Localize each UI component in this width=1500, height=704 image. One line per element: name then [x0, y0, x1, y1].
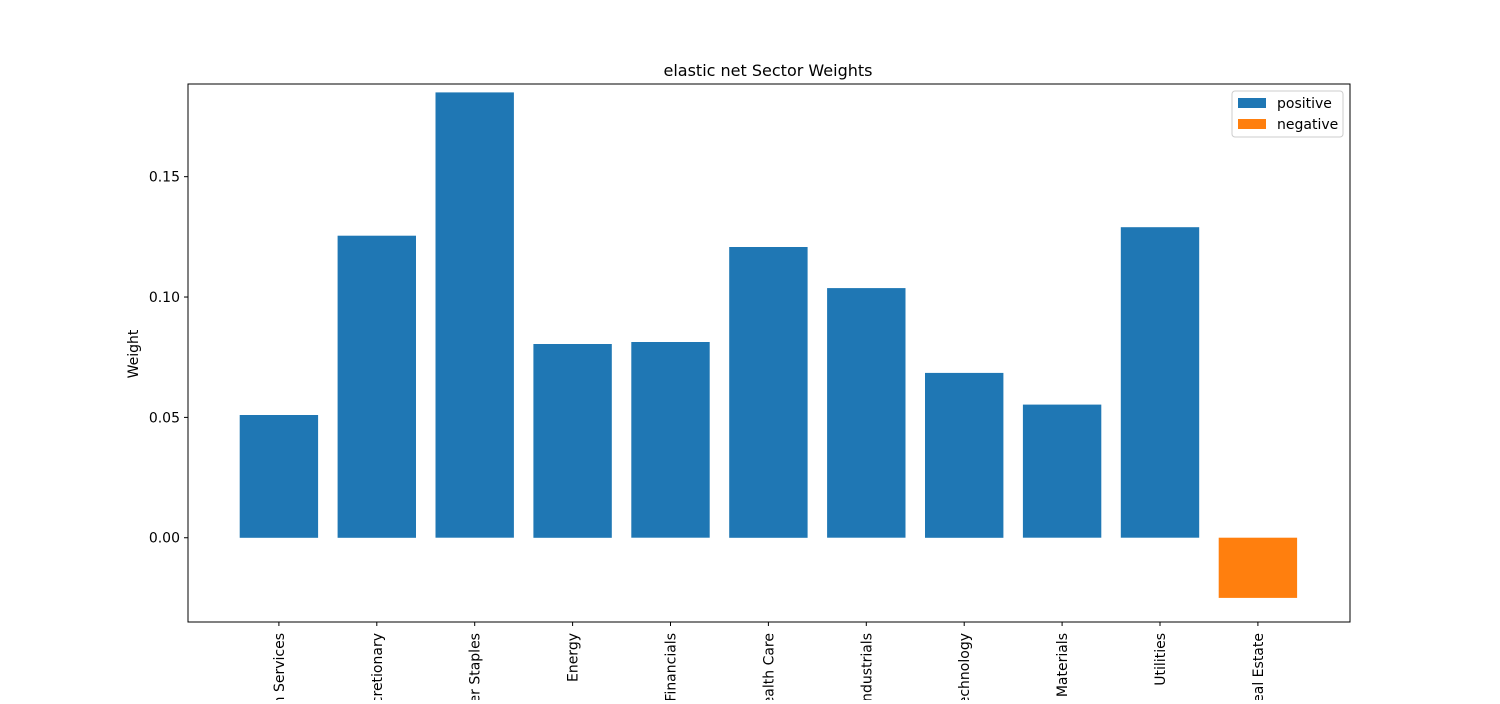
x-tick-label: n Services [272, 633, 288, 700]
x-tick-label: echnology [957, 633, 973, 700]
legend: positive negative [1231, 90, 1344, 138]
bar-communication-services [239, 415, 319, 538]
x-tick-label: Materials [1055, 633, 1071, 697]
bars-layer [239, 92, 1298, 598]
bar-consumer-discretionary [337, 235, 416, 538]
y-axis-label: Weight [126, 329, 142, 378]
bar-utilities [1120, 227, 1200, 538]
legend-label: negative [1277, 117, 1338, 133]
bar-consumer-staples [435, 92, 514, 538]
legend-swatch [1238, 98, 1266, 108]
y-tick-label: 0.10 [149, 290, 180, 306]
plot-frame [187, 83, 1351, 623]
x-tick-label: eal Estate [1251, 633, 1267, 700]
x-tick-label: cretionary [370, 633, 386, 700]
legend-label: positive [1277, 96, 1332, 112]
bar-industrials [827, 288, 906, 538]
x-tick-label: Financials [664, 633, 680, 700]
x-tick-label: Utilities [1153, 633, 1169, 686]
x-tick-label: Energy [566, 633, 582, 682]
y-tick-label: 0.00 [149, 531, 180, 547]
y-tick-label: 0.05 [149, 410, 180, 426]
legend-swatch [1238, 119, 1266, 129]
bar-financials [631, 342, 710, 538]
bar-information-technology [925, 372, 1004, 538]
x-tick-label: ealth Care [761, 633, 777, 700]
x-tick-label: ndustrials [859, 633, 875, 700]
y-tick-label: 0.15 [149, 170, 180, 186]
chart-title: elastic net Sector Weights [664, 61, 873, 80]
x-tick-label: er Staples [468, 633, 484, 700]
bar-materials [1022, 404, 1102, 538]
bar-health-care [729, 247, 808, 538]
bar-real-estate [1218, 537, 1298, 598]
bar-energy [533, 344, 612, 538]
axes-layer: 0.00 0.05 0.10 0.15 n Services cretionary er S… [149, 83, 1351, 704]
